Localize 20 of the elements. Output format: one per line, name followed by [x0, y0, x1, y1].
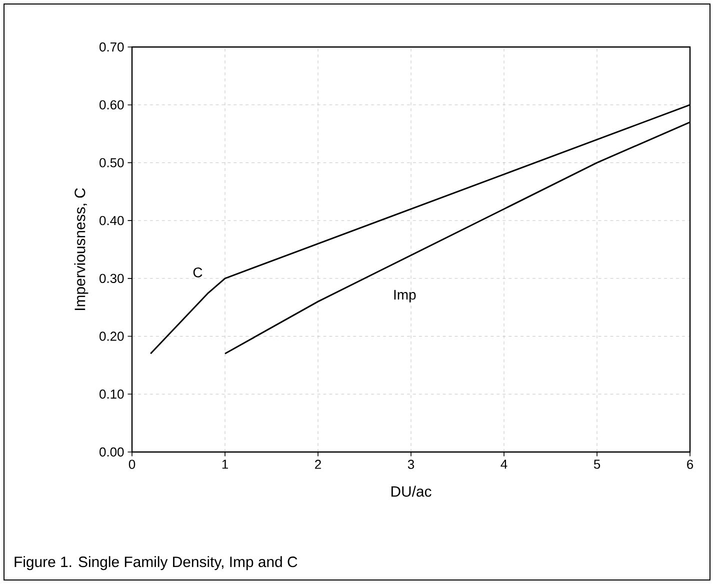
y-axis-title: Imperviousness, C [74, 188, 88, 310]
caption: Figure 1. Single Family Density, Imp and C [14, 556, 298, 570]
x-tick-label: 6 [687, 460, 694, 469]
y-tick-label: 0.40 [100, 216, 124, 226]
y-tick-label: 0.00 [100, 447, 124, 457]
x-tick-label: 3 [408, 460, 414, 469]
y-tick-label: 0.10 [100, 390, 124, 399]
x-axis-title: DU/ac [391, 486, 432, 497]
x-tick-label: 0 [128, 460, 136, 469]
x-tick-label: 1 [222, 460, 228, 469]
y-tick-label: 0.70 [100, 42, 124, 52]
y-tick-label: 0.60 [100, 100, 124, 110]
y-tick-label: 0.50 [100, 158, 124, 168]
y-tick-label: 0.20 [100, 332, 124, 341]
series-label: C [193, 267, 202, 278]
y-tick-label: 0.30 [100, 274, 124, 283]
x-tick-label: 4 [500, 460, 508, 469]
series-label: Imp [394, 290, 416, 302]
x-tick-label: 2 [315, 460, 321, 469]
x-tick-label: 5 [594, 460, 600, 469]
